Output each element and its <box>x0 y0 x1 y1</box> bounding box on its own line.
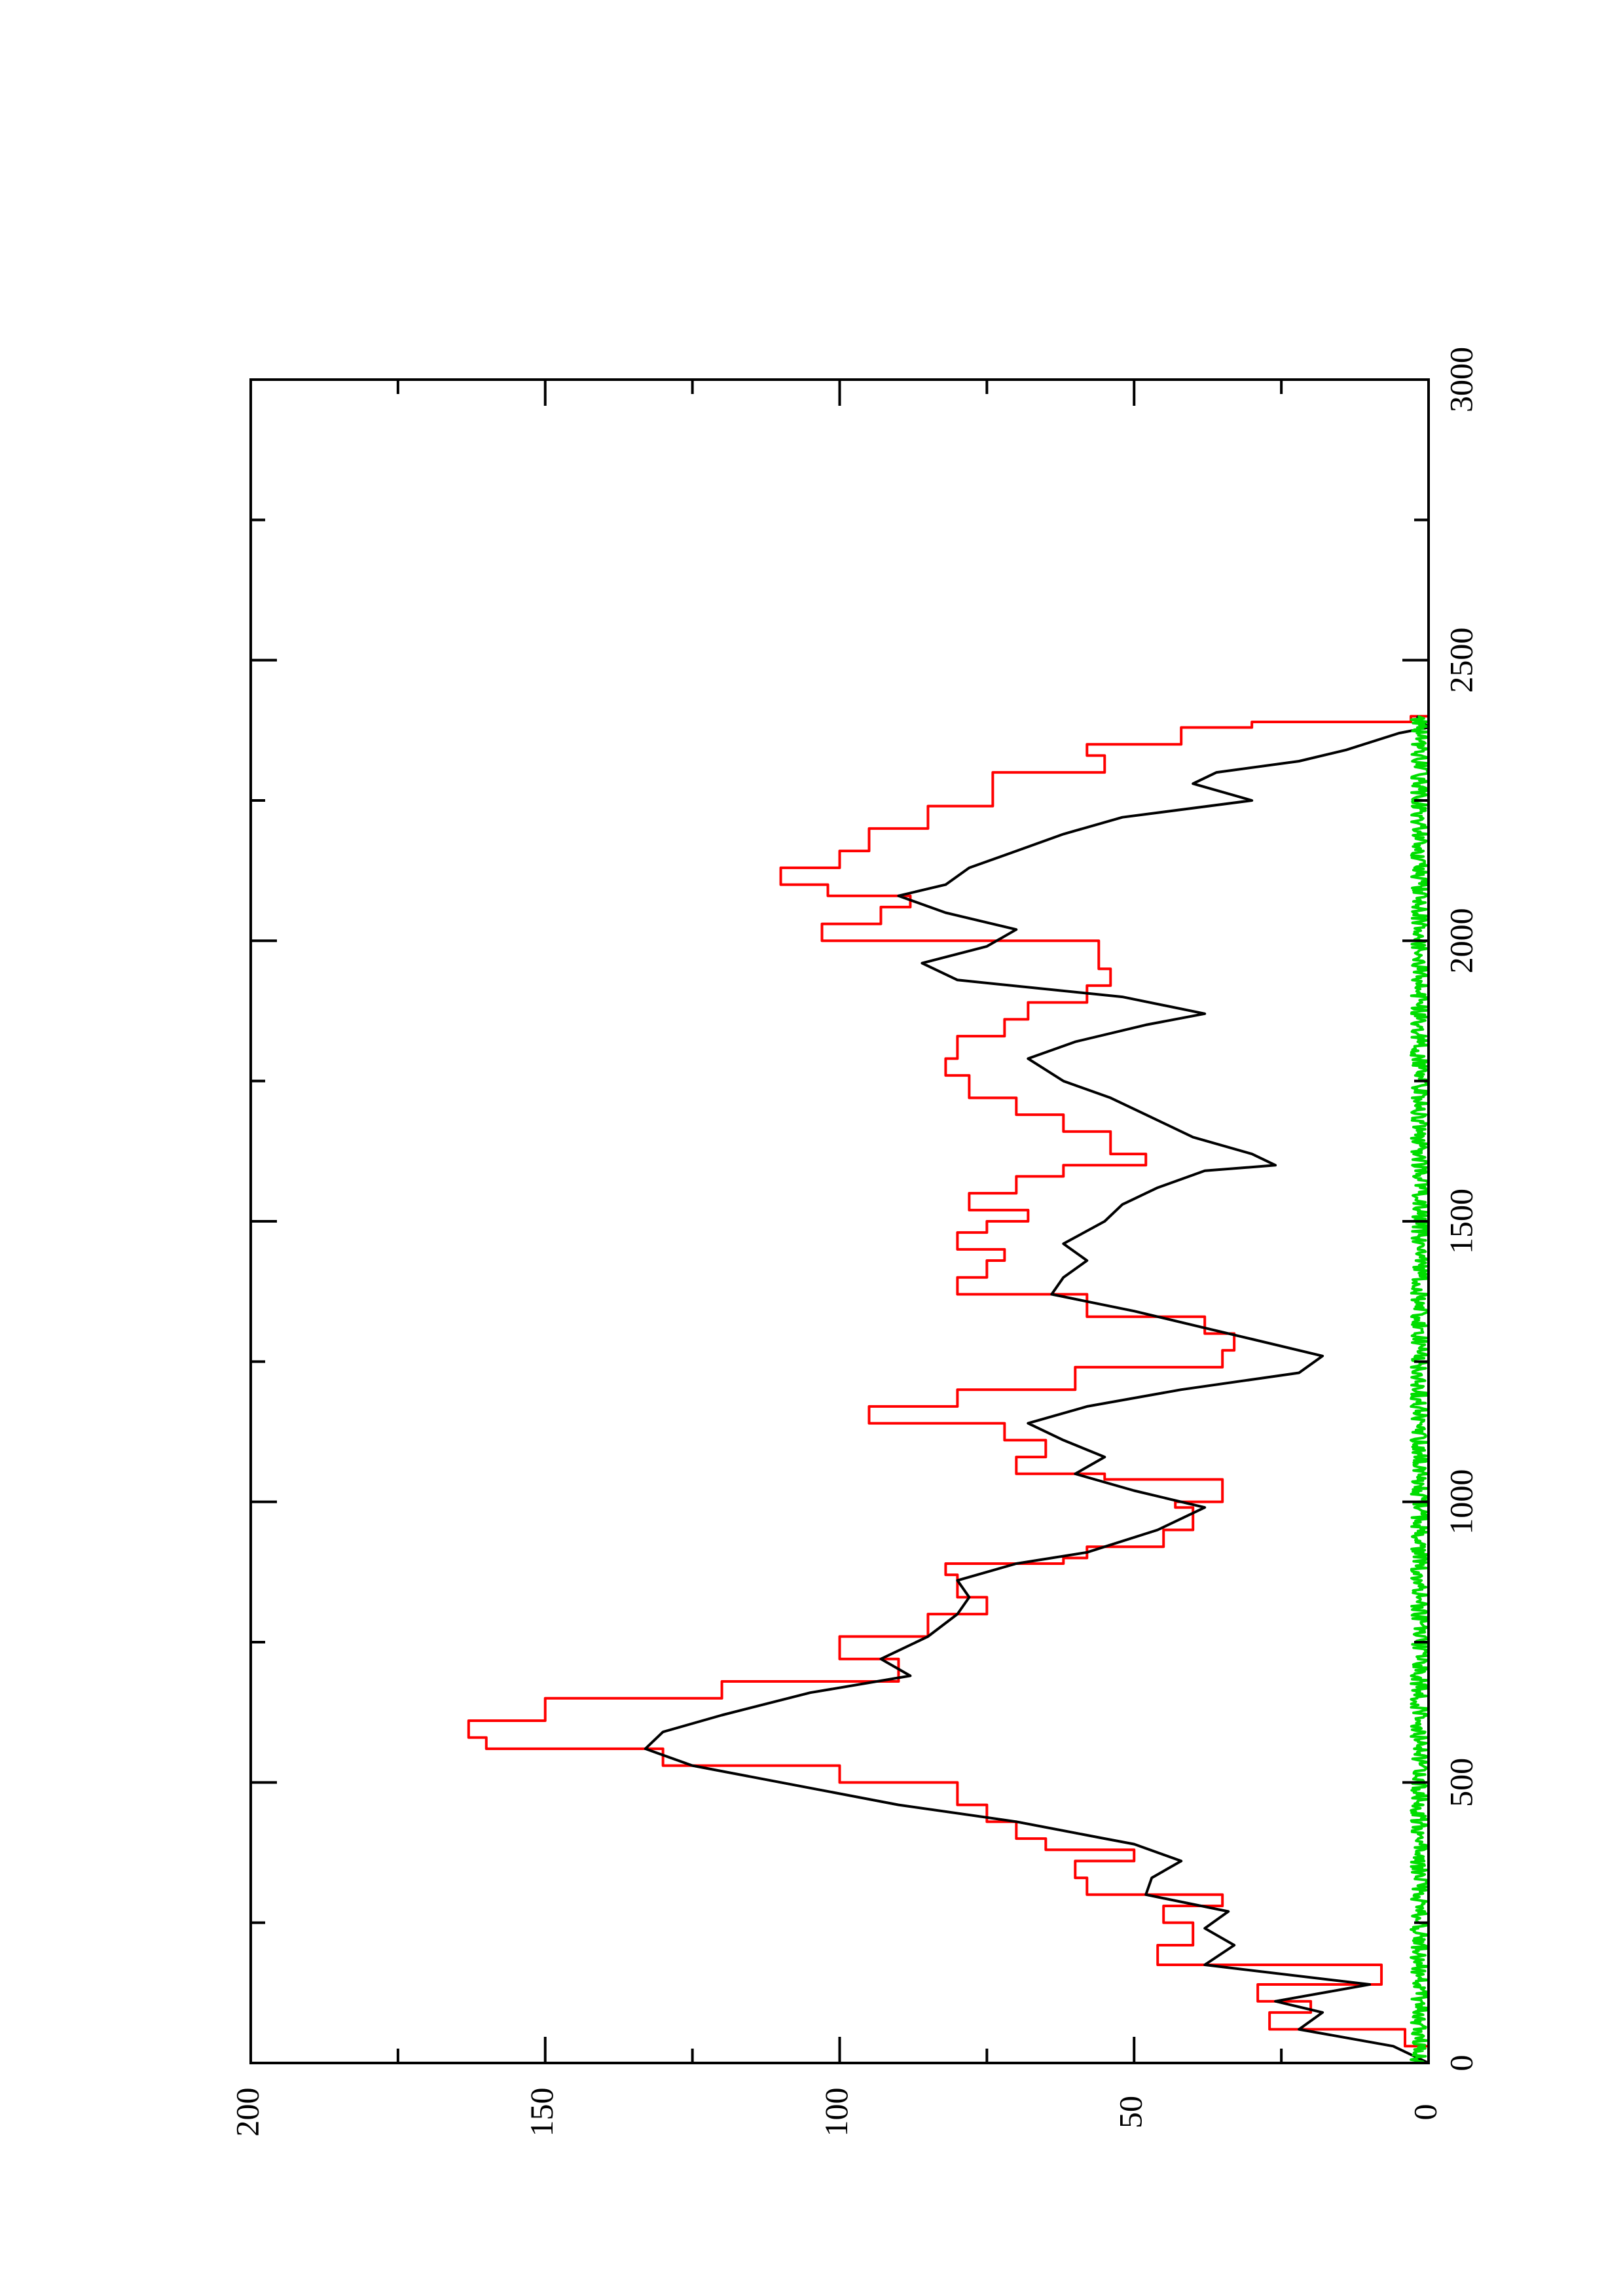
x-tick-label: 3000 <box>1442 347 1479 412</box>
axis-ticks <box>249 378 1430 2064</box>
x-tick-label: 2500 <box>1442 628 1479 693</box>
y-tick-label: 100 <box>818 2088 854 2137</box>
y-tick-label: 150 <box>523 2088 560 2137</box>
x-tick-label: 500 <box>1442 1758 1479 1807</box>
x-tick-label: 1500 <box>1442 1189 1479 1254</box>
y-tick-label: 200 <box>228 2088 265 2137</box>
series-line-2 <box>644 715 1430 2064</box>
x-tick-label: 0 <box>1442 2055 1479 2072</box>
y-tick-label: 50 <box>1112 2096 1149 2128</box>
x-tick-label: 1000 <box>1442 1469 1479 1535</box>
y-tick-label: 0 <box>1406 2104 1443 2121</box>
series-line-1 <box>467 715 1430 2063</box>
tick-labels: 0 500 1000 1500 2000 2500 3000 0 50 100 150 200 <box>228 347 1479 2137</box>
x-tick-label: 2000 <box>1442 908 1479 973</box>
